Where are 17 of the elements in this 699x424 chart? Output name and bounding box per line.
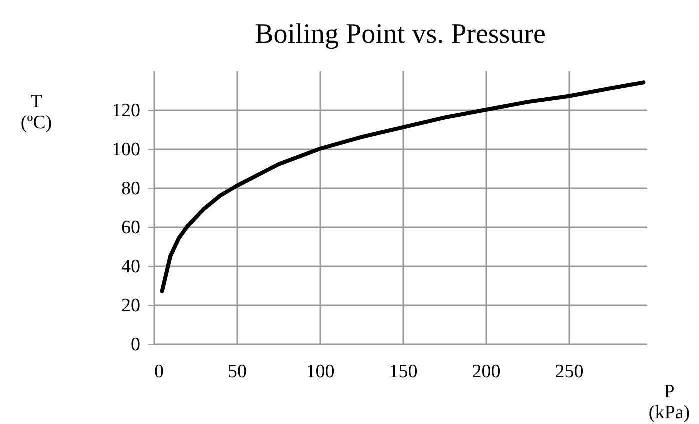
y-tick-label: 80 bbox=[122, 178, 140, 200]
y-tick-label: 120 bbox=[112, 100, 140, 122]
x-axis-title: P (kPa) bbox=[648, 382, 690, 424]
y-axis-title: T (ºC) bbox=[20, 92, 52, 134]
y-tick-label: 60 bbox=[122, 218, 140, 238]
x-tick-label: 200 bbox=[472, 362, 501, 382]
x-tick-label: 0 bbox=[154, 362, 164, 382]
line-series bbox=[160, 80, 646, 294]
x-tick-label: 250 bbox=[555, 362, 584, 382]
y-tick-label: 40 bbox=[122, 256, 140, 278]
y-tick-label: 100 bbox=[112, 140, 140, 160]
x-tick-label: 50 bbox=[228, 362, 247, 382]
x-tick-label: 150 bbox=[389, 362, 418, 382]
y-tick-label: 0 bbox=[131, 334, 140, 356]
x-tick-label: 100 bbox=[306, 362, 335, 382]
chart-title: Boiling Point vs. Pressure bbox=[255, 19, 546, 50]
y-tick-label: 20 bbox=[122, 296, 140, 316]
